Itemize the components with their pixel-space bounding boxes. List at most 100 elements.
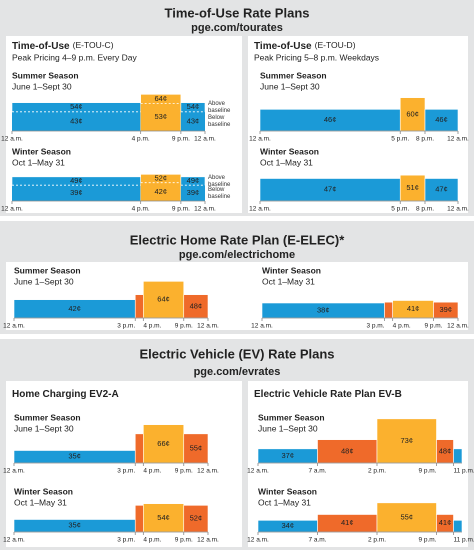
x-tick-label: 11 p.m. — [454, 537, 474, 544]
x-tick-label: 3 p.m. — [366, 323, 384, 330]
x-tick-label: 4 p.m. — [143, 537, 161, 544]
rate-label: 47¢ — [435, 185, 448, 194]
section-title: Time-of-Use Rate Plans — [165, 5, 310, 20]
x-tick-label: 7 a.m. — [308, 537, 326, 544]
rate-bar — [453, 520, 463, 533]
rate-bar — [143, 281, 185, 319]
x-tick-label: 9 p.m. — [418, 468, 436, 475]
plan-code: (E-TOU-D) — [315, 40, 356, 50]
x-tick-label: 12 a.m. — [194, 136, 216, 143]
x-tick-label: 3 p.m. — [117, 537, 135, 544]
x-tick-label: 9 p.m. — [418, 537, 436, 544]
rate-label: 53¢ — [155, 112, 168, 121]
x-tick-label: 12 a.m. — [249, 206, 271, 213]
x-tick-label: 9 p.m. — [175, 468, 193, 475]
section-url: pge.com/electrichome — [179, 249, 295, 261]
rate-bar — [376, 418, 437, 464]
rate-bar — [183, 433, 209, 464]
plan-code: (E-TOU-C) — [73, 40, 114, 50]
panel-title: Time-of-Use (E-TOU-C) — [12, 40, 114, 51]
rate-bar — [376, 502, 437, 533]
rate-label: 54¢ — [70, 102, 83, 111]
season-dates: June 1–Sept 30 — [258, 423, 318, 433]
baseline-note: Above baseline — [208, 101, 231, 114]
baseline-note: Below baseline — [208, 115, 231, 128]
season-title: Winter Season — [258, 486, 317, 496]
rate-bar — [134, 433, 144, 464]
x-tick-label: 12 a.m. — [197, 537, 219, 544]
rate-bar-lower — [180, 111, 205, 131]
x-tick-label: 12 a.m. — [197, 323, 219, 330]
rate-bar-lower — [12, 185, 141, 201]
season-dates: June 1–Sept 30 — [12, 81, 72, 91]
baseline-note: Above baseline — [208, 175, 231, 188]
x-tick-label: 5 p.m. — [391, 136, 409, 143]
x-tick-label: 9 p.m. — [172, 206, 190, 213]
section-title: Electric Home Rate Plan (E-ELEC)* — [130, 232, 345, 247]
rate-label: 73¢ — [400, 436, 413, 445]
x-tick-label: 8 p.m. — [416, 206, 434, 213]
rate-label: 41¢ — [341, 518, 354, 527]
x-tick-label: 3 p.m. — [117, 323, 135, 330]
rate-bar-lower — [140, 103, 181, 131]
x-tick-label: 7 a.m. — [308, 468, 326, 475]
rate-label: 55¢ — [190, 443, 203, 452]
plan-name: Time-of-Use — [12, 41, 70, 52]
rate-label: 43¢ — [187, 116, 200, 125]
plan-name: Time-of-Use — [254, 41, 312, 52]
rate-label: 52¢ — [155, 173, 168, 182]
rate-label: 49¢ — [70, 176, 83, 185]
x-tick-label: 12 a.m. — [1, 136, 23, 143]
rate-label: 42¢ — [155, 187, 168, 196]
rate-bar — [453, 448, 463, 464]
season-title: Summer Season — [258, 412, 325, 422]
rate-label: 47¢ — [324, 185, 337, 194]
section-url: pge.com/evrates — [194, 366, 281, 378]
rate-label: 60¢ — [406, 109, 419, 118]
x-tick-label: 12 a.m. — [3, 468, 25, 475]
x-tick-label: 4 p.m. — [393, 323, 411, 330]
x-tick-label: 12 a.m. — [3, 537, 25, 544]
x-tick-label: 12 a.m. — [197, 468, 219, 475]
rate-bar — [384, 301, 393, 319]
season-dates: Oct 1–May 31 — [260, 157, 313, 167]
x-tick-label: 5 p.m. — [391, 206, 409, 213]
rate-label: 34¢ — [281, 521, 294, 530]
x-tick-label: 4 p.m. — [132, 206, 150, 213]
x-tick-label: 4 p.m. — [143, 468, 161, 475]
x-tick-label: 11 p.m. — [454, 468, 474, 475]
panel-title: Home Charging EV2-A — [12, 389, 119, 400]
rate-label: 39¢ — [70, 188, 83, 197]
rate-label: 38¢ — [317, 305, 330, 314]
rate-label: 46¢ — [324, 115, 337, 124]
panel-subtitle: Peak Pricing 5–8 p.m. Weekdays — [254, 52, 379, 62]
season-dates: June 1–Sept 30 — [14, 276, 74, 286]
rate-bar — [183, 505, 209, 533]
baseline-note: Below baseline — [208, 187, 231, 200]
rate-label: 64¢ — [157, 295, 170, 304]
rate-bar-lower — [140, 182, 181, 201]
rate-label: 51¢ — [406, 183, 419, 192]
rate-label: 39¢ — [187, 188, 200, 197]
x-tick-label: 12 a.m. — [1, 206, 23, 213]
x-tick-label: 9 p.m. — [175, 323, 193, 330]
season-dates: Oct 1–May 31 — [14, 497, 67, 507]
rate-bar-lower — [180, 185, 205, 201]
rate-label: 49¢ — [187, 176, 200, 185]
x-tick-label: 12 a.m. — [447, 206, 469, 213]
x-tick-label: 4 p.m. — [143, 323, 161, 330]
panel-subtitle: Peak Pricing 4–9 p.m. Every Day — [12, 52, 137, 62]
x-tick-label: 12 a.m. — [251, 323, 273, 330]
x-tick-label: 12 a.m. — [194, 206, 216, 213]
rate-label: 39¢ — [439, 305, 452, 314]
x-tick-label: 12 a.m. — [3, 323, 25, 330]
x-tick-label: 4 p.m. — [132, 136, 150, 143]
season-dates: June 1–Sept 30 — [260, 81, 320, 91]
x-tick-label: 3 p.m. — [117, 468, 135, 475]
plan-name: Electric Vehicle Rate Plan EV-B — [254, 389, 402, 400]
rate-label: 48¢ — [190, 301, 203, 310]
x-tick-label: 12 a.m. — [447, 136, 469, 143]
season-title: Summer Season — [12, 70, 79, 80]
section-url: pge.com/tourates — [191, 22, 283, 34]
x-tick-label: 8 p.m. — [416, 136, 434, 143]
